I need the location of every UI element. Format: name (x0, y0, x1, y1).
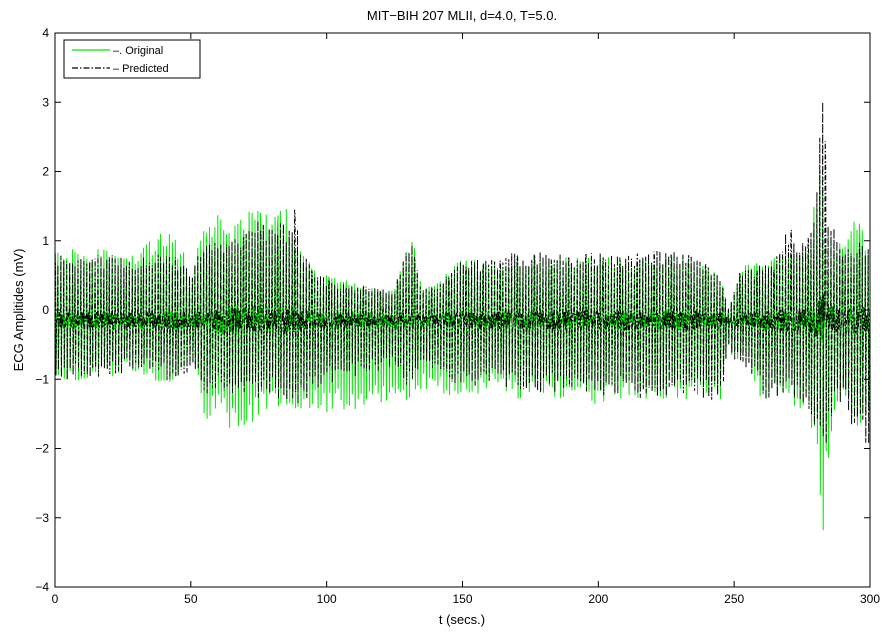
y-tick-label: 2 (42, 165, 49, 179)
y-tick-label: −2 (35, 442, 49, 456)
series-layer (55, 102, 870, 531)
ticks-layer: 0 50 100 150 200 250 300 −4 −3 −2 −1 0 1 2 3 4 (35, 26, 880, 606)
y-tick-label: 1 (42, 234, 49, 248)
legend-predicted-label: – Predicted (113, 63, 169, 75)
y-tick-label: 3 (42, 95, 49, 109)
y-tick-label: −1 (35, 372, 49, 386)
legend-original-label: –. Original (113, 45, 163, 57)
x-tick-label: 300 (860, 592, 880, 606)
y-tick-label: −3 (35, 511, 49, 525)
y-tick-label: −4 (35, 580, 49, 594)
x-tick-label: 150 (452, 592, 472, 606)
legend: –. Original – Predicted (63, 39, 201, 79)
chart-title: MIT−BIH 207 MLII, d=4.0, T=5.0. (367, 8, 557, 23)
x-tick-label: 50 (184, 592, 198, 606)
y-axis-label: ECG Amplitides (mV) (11, 249, 26, 372)
x-tick-label: 100 (317, 592, 337, 606)
series-predicted-line (55, 102, 870, 444)
x-tick-label: 250 (724, 592, 744, 606)
x-tick-label: 0 (52, 592, 59, 606)
x-tick-label: 200 (588, 592, 608, 606)
legend-box (63, 39, 201, 79)
y-tick-label: 0 (42, 303, 49, 317)
x-axis-label: t (secs.) (439, 612, 485, 627)
plot-area: 0 50 100 150 200 250 300 −4 −3 −2 −1 0 1 2 3 4 (35, 26, 880, 606)
y-tick-label: 4 (42, 26, 49, 40)
